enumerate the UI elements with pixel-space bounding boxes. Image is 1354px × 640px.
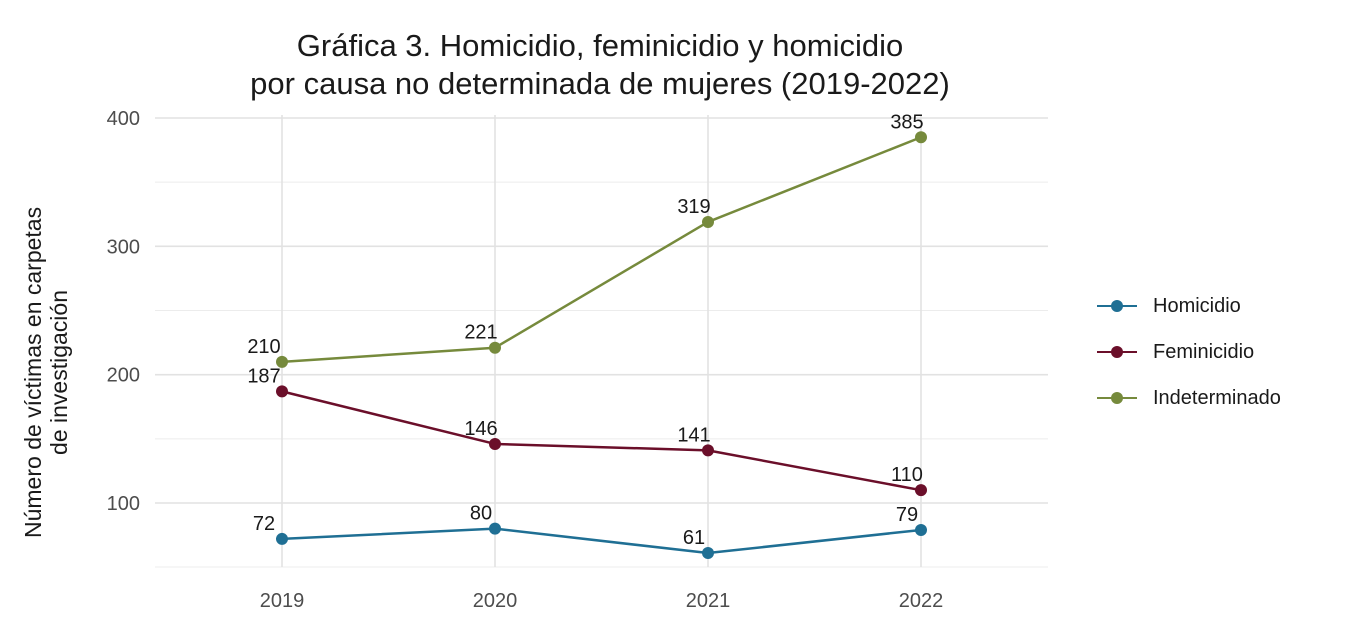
data-label-indeterminado: 221 (464, 322, 497, 344)
data-point-homicidio (489, 522, 501, 535)
chart-title-line-1: Gráfica 3. Homicidio, feminicidio y homi… (296, 28, 904, 63)
x-tick-label: 2021 (686, 590, 731, 612)
data-point-homicidio (702, 547, 714, 560)
y-tick-label: 300 (107, 236, 140, 258)
chart-title-line-2: por causa no determinada de mujeres (201… (250, 66, 950, 101)
legend-item-feminicidio: Feminicidio (1095, 329, 1281, 375)
data-label-indeterminado: 210 (247, 336, 280, 358)
legend-key-homicidio (1095, 296, 1139, 316)
data-point-indeterminado (489, 341, 501, 354)
data-point-feminicidio (915, 484, 927, 497)
data-label-homicidio: 79 (896, 504, 918, 526)
data-point-indeterminado (702, 215, 714, 228)
data-label-indeterminado: 319 (677, 196, 710, 218)
x-tick-label: 2022 (899, 590, 944, 612)
legend-key-dot (1111, 300, 1123, 312)
series-line-feminicidio (281, 390, 922, 492)
legend-label: Indeterminado (1153, 386, 1281, 409)
x-tick-label: 2020 (473, 590, 518, 612)
data-label-feminicidio: 110 (891, 464, 923, 486)
legend-key-feminicidio (1095, 342, 1139, 362)
legend-key-dot (1111, 392, 1123, 404)
data-label-homicidio: 72 (253, 513, 275, 535)
data-label-indeterminado: 385 (890, 111, 923, 133)
legend: Homicidio Feminicidio Indeterminado (1095, 283, 1281, 421)
legend-item-homicidio: Homicidio (1095, 283, 1281, 329)
data-point-homicidio (276, 532, 288, 545)
data-point-feminicidio (276, 385, 288, 398)
data-point-feminicidio (702, 444, 714, 457)
y-tick-label: 400 (107, 108, 140, 130)
legend-label: Homicidio (1153, 294, 1241, 317)
data-label-homicidio: 80 (470, 503, 492, 525)
data-point-indeterminado (915, 131, 927, 144)
y-tick-label: 100 (107, 493, 140, 515)
y-tick-label: 200 (107, 365, 140, 387)
data-label-feminicidio: 187 (247, 365, 280, 387)
data-point-homicidio (915, 523, 927, 536)
data-label-homicidio: 61 (683, 527, 705, 549)
series-line-homicidio (281, 527, 922, 555)
legend-key-indeterminado (1095, 388, 1139, 408)
x-tick-label: 2019 (260, 590, 305, 612)
legend-key-dot (1111, 346, 1123, 358)
legend-item-indeterminado: Indeterminado (1095, 375, 1281, 421)
legend-label: Feminicidio (1153, 340, 1255, 363)
series-line-indeterminado (281, 136, 922, 364)
data-label-feminicidio: 146 (464, 418, 497, 440)
data-point-indeterminado (276, 355, 288, 368)
data-label-feminicidio: 141 (677, 424, 710, 446)
data-point-feminicidio (489, 437, 501, 450)
